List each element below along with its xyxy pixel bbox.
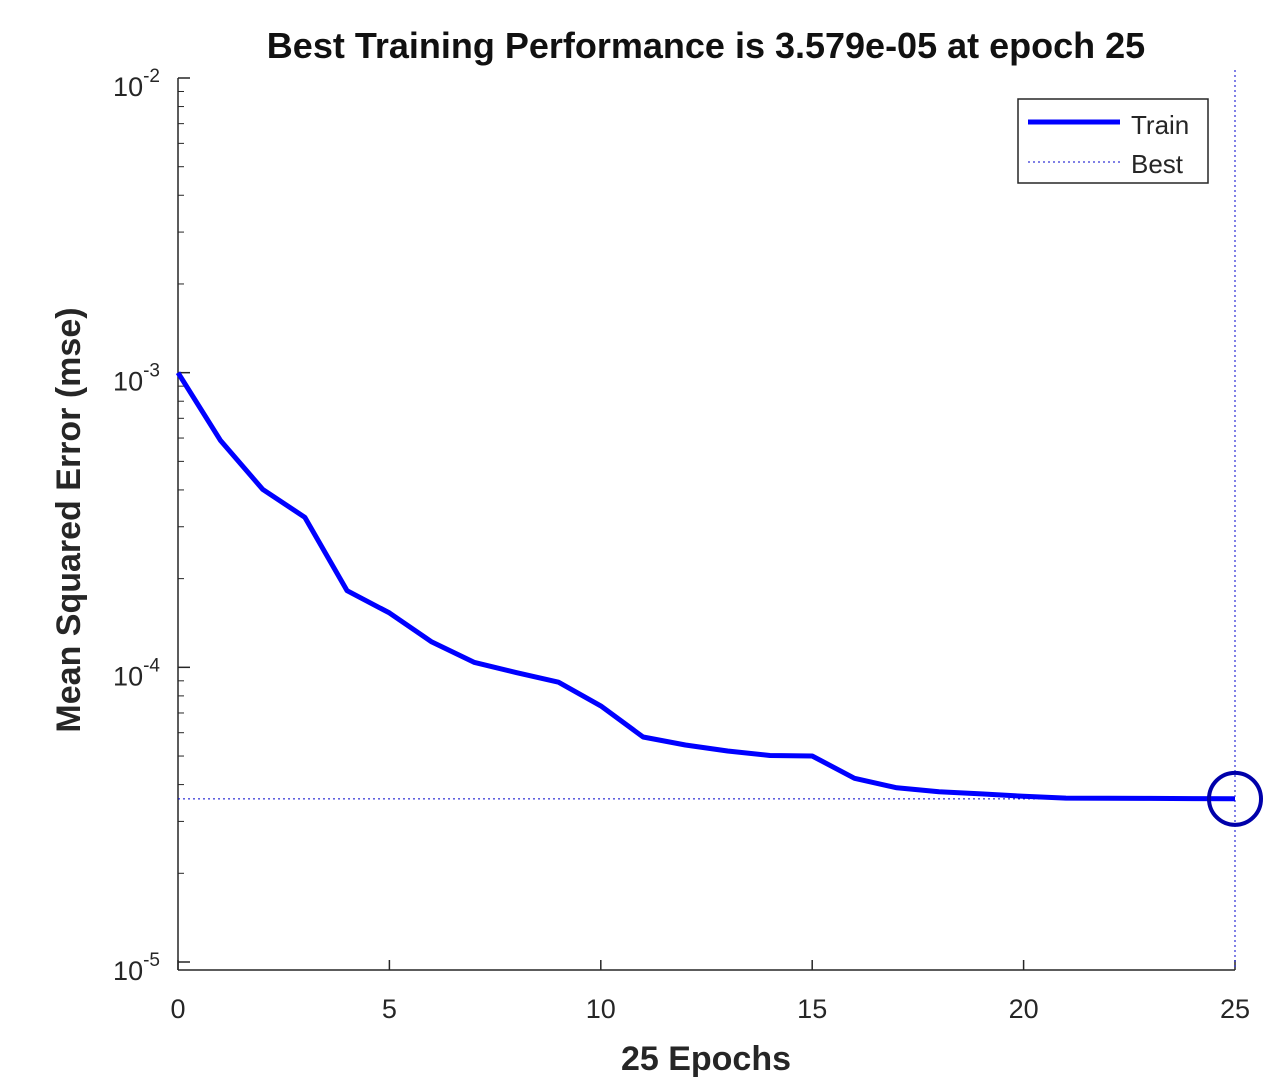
legend-train-label: Train	[1131, 110, 1189, 140]
legend-best-label: Best	[1131, 149, 1184, 179]
x-tick-label: 5	[382, 994, 397, 1024]
chart-title: Best Training Performance is 3.579e-05 a…	[267, 25, 1145, 66]
y-tick-label: 10-4	[113, 655, 160, 691]
train-series-line	[175, 371, 1236, 802]
x-tick-label: 15	[797, 994, 827, 1024]
y-tick-label: 10-3	[113, 361, 160, 397]
y-axis-minor-ticks	[178, 90, 184, 874]
x-tick-label: 20	[1009, 994, 1039, 1024]
x-axis-ticks: 0 5 10 15 20 25	[170, 960, 1250, 1024]
x-tick-label: 0	[170, 994, 185, 1024]
best-point-marker	[1207, 770, 1263, 827]
legend: Train Best	[1017, 98, 1209, 184]
x-axis-label: 25 Epochs	[621, 1040, 791, 1078]
x-tick-label: 10	[586, 994, 616, 1024]
y-tick-label: 10-5	[113, 950, 160, 986]
y-axis-ticks: 10-5 10-4 10-3 10-2	[113, 66, 190, 986]
legend-box	[1017, 98, 1209, 184]
x-tick-label: 25	[1220, 994, 1250, 1024]
y-tick-label: 10-2	[113, 66, 160, 102]
y-axis-label: Mean Squared Error (mse)	[50, 307, 88, 732]
